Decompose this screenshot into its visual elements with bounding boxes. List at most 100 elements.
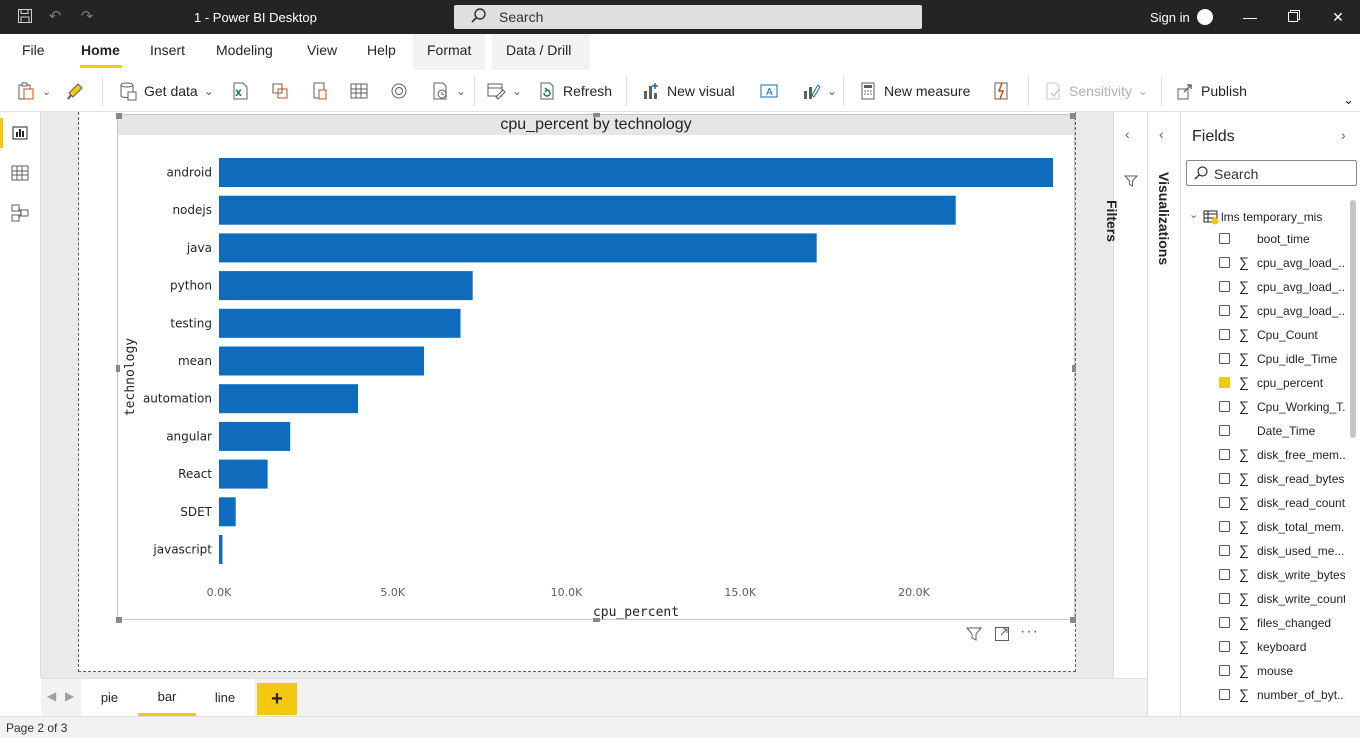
field-item[interactable]: ∑ disk_read_bytes <box>1181 468 1351 492</box>
field-item[interactable]: ∑ cpu_avg_load_... <box>1181 276 1351 300</box>
tab-file[interactable]: File <box>22 42 45 58</box>
field-item[interactable]: ∑ cpu_avg_load_... <box>1181 300 1351 324</box>
field-item[interactable]: ∑ Cpu_Working_T... <box>1181 396 1351 420</box>
minimize-icon[interactable]: — <box>1243 9 1257 25</box>
field-checkbox[interactable] <box>1219 665 1230 676</box>
field-item[interactable]: ∑ disk_write_count <box>1181 588 1351 612</box>
close-icon[interactable]: ✕ <box>1332 9 1344 25</box>
tab-help[interactable]: Help <box>367 42 396 58</box>
new-measure-button[interactable]: New measure <box>858 78 970 104</box>
field-item[interactable]: ∑ mouse <box>1181 660 1351 684</box>
filters-label[interactable]: Filters <box>1104 200 1120 243</box>
field-item[interactable]: ∑ disk_free_mem... <box>1181 444 1351 468</box>
page-tab-line[interactable]: line <box>196 679 254 716</box>
field-checkbox[interactable] <box>1219 569 1230 580</box>
collapse-ribbon-icon[interactable]: ⌄ <box>1343 92 1354 107</box>
report-view-icon[interactable] <box>10 123 30 143</box>
enter-data-button[interactable] <box>349 78 369 104</box>
publish-button[interactable]: Publish <box>1175 78 1247 104</box>
dataverse-button[interactable] <box>270 78 290 104</box>
field-checkbox[interactable] <box>1219 449 1230 460</box>
field-checkbox[interactable] <box>1219 353 1230 364</box>
undo-icon[interactable]: ↶ <box>48 8 62 25</box>
paste-button[interactable]: ⌄ <box>16 78 51 104</box>
chevron-left-icon[interactable]: ‹ <box>1159 126 1164 142</box>
page-tab-bar[interactable]: bar <box>138 679 196 716</box>
avatar[interactable] <box>1197 9 1213 25</box>
more-visuals-button[interactable]: ⌄ <box>801 78 837 104</box>
fields-search-input[interactable]: Search <box>1186 160 1357 186</box>
field-item[interactable]: ∑ Cpu_idle_Time <box>1181 348 1351 372</box>
field-item[interactable]: ∑ cpu_avg_load_... <box>1181 252 1351 276</box>
field-checkbox[interactable] <box>1219 281 1230 292</box>
text-box-button[interactable]: A <box>759 78 779 104</box>
resize-handle-bottom-left[interactable] <box>116 617 122 623</box>
field-checkbox[interactable] <box>1219 521 1230 532</box>
redo-icon[interactable]: ↷ <box>80 8 94 25</box>
bar-chart-visual[interactable]: cpu_percent by technology android nodejs j… <box>116 113 1076 623</box>
table-node[interactable]: ⌄ lms temporary_mis <box>1181 208 1360 228</box>
resize-handle-bottom[interactable] <box>593 618 600 622</box>
chevron-down-icon[interactable]: ⌄ <box>1189 209 1199 221</box>
field-item[interactable]: ∑ cpu_percent <box>1181 372 1351 396</box>
field-item[interactable]: ∑ disk_total_mem... <box>1181 516 1351 540</box>
resize-handle-top-left[interactable] <box>116 113 122 119</box>
field-item[interactable]: ∑ disk_used_me... <box>1181 540 1351 564</box>
model-view-icon[interactable] <box>10 203 30 223</box>
field-item[interactable]: boot_time <box>1181 228 1351 252</box>
field-item[interactable]: ∑ number_of_byt... <box>1181 684 1351 708</box>
focus-mode-icon[interactable] <box>994 626 1010 645</box>
chevron-right-icon[interactable]: › <box>1341 127 1346 143</box>
data-view-icon[interactable] <box>10 163 30 183</box>
sql-server-button[interactable] <box>310 78 330 104</box>
sign-in-link[interactable]: Sign in <box>1150 10 1190 25</box>
tab-view[interactable]: View <box>307 42 338 58</box>
field-checkbox[interactable] <box>1219 305 1230 316</box>
quick-measure-button[interactable] <box>991 78 1011 104</box>
field-checkbox[interactable] <box>1219 329 1230 340</box>
tab-modeling[interactable]: Modeling <box>216 42 273 58</box>
field-checkbox[interactable] <box>1219 401 1230 412</box>
field-item[interactable]: ∑ Cpu_Count <box>1181 324 1351 348</box>
format-painter-button[interactable] <box>66 78 86 104</box>
prev-page-icon[interactable]: ◀ <box>47 689 57 703</box>
excel-button[interactable]: X <box>230 78 250 104</box>
resize-handle-top[interactable] <box>593 113 600 117</box>
get-data-button[interactable]: Get data ⌄ <box>118 78 214 104</box>
tab-home[interactable]: Home <box>81 42 120 58</box>
field-checkbox[interactable] <box>1219 617 1230 628</box>
add-page-button[interactable]: + <box>257 683 297 715</box>
field-item[interactable]: Date_Time <box>1181 420 1351 444</box>
field-item[interactable]: ∑ disk_read_count <box>1181 492 1351 516</box>
chevron-left-icon[interactable]: ‹ <box>1125 126 1130 142</box>
field-checkbox[interactable] <box>1219 545 1230 556</box>
resize-handle-left[interactable] <box>116 365 120 372</box>
tab-insert[interactable]: Insert <box>150 42 186 58</box>
restore-icon[interactable] <box>1286 9 1302 25</box>
dataverse-link-button[interactable] <box>389 78 409 104</box>
fields-scrollbar[interactable] <box>1350 200 1356 438</box>
visualizations-label[interactable]: Visualizations <box>1156 172 1172 266</box>
field-checkbox[interactable] <box>1219 689 1230 700</box>
field-checkbox[interactable] <box>1219 377 1230 388</box>
filters-pane[interactable]: ‹ <box>1113 112 1147 678</box>
field-checkbox[interactable] <box>1219 593 1230 604</box>
search-input[interactable]: Search <box>454 5 922 29</box>
field-item[interactable]: ∑ disk_write_bytes <box>1181 564 1351 588</box>
visualizations-pane[interactable]: ‹ <box>1147 112 1180 716</box>
resize-handle-top-right[interactable] <box>1070 113 1076 119</box>
recent-sources-button[interactable]: ⌄ <box>430 78 466 104</box>
field-checkbox[interactable] <box>1219 641 1230 652</box>
save-icon[interactable] <box>16 8 34 26</box>
field-checkbox[interactable] <box>1219 473 1230 484</box>
resize-handle-bottom-right[interactable] <box>1070 617 1076 623</box>
field-checkbox[interactable] <box>1219 233 1230 244</box>
field-item[interactable]: ∑ keyboard <box>1181 636 1351 660</box>
refresh-button[interactable]: Refresh <box>537 78 612 104</box>
page-tab-pie[interactable]: pie <box>81 679 138 716</box>
field-checkbox[interactable] <box>1219 257 1230 268</box>
tab-data-drill[interactable]: Data / Drill <box>492 34 590 70</box>
next-page-icon[interactable]: ▶ <box>65 689 75 703</box>
more-options-icon[interactable]: ··· <box>1020 623 1039 640</box>
sensitivity-button[interactable]: Sensitivity ⌄ <box>1043 78 1148 104</box>
